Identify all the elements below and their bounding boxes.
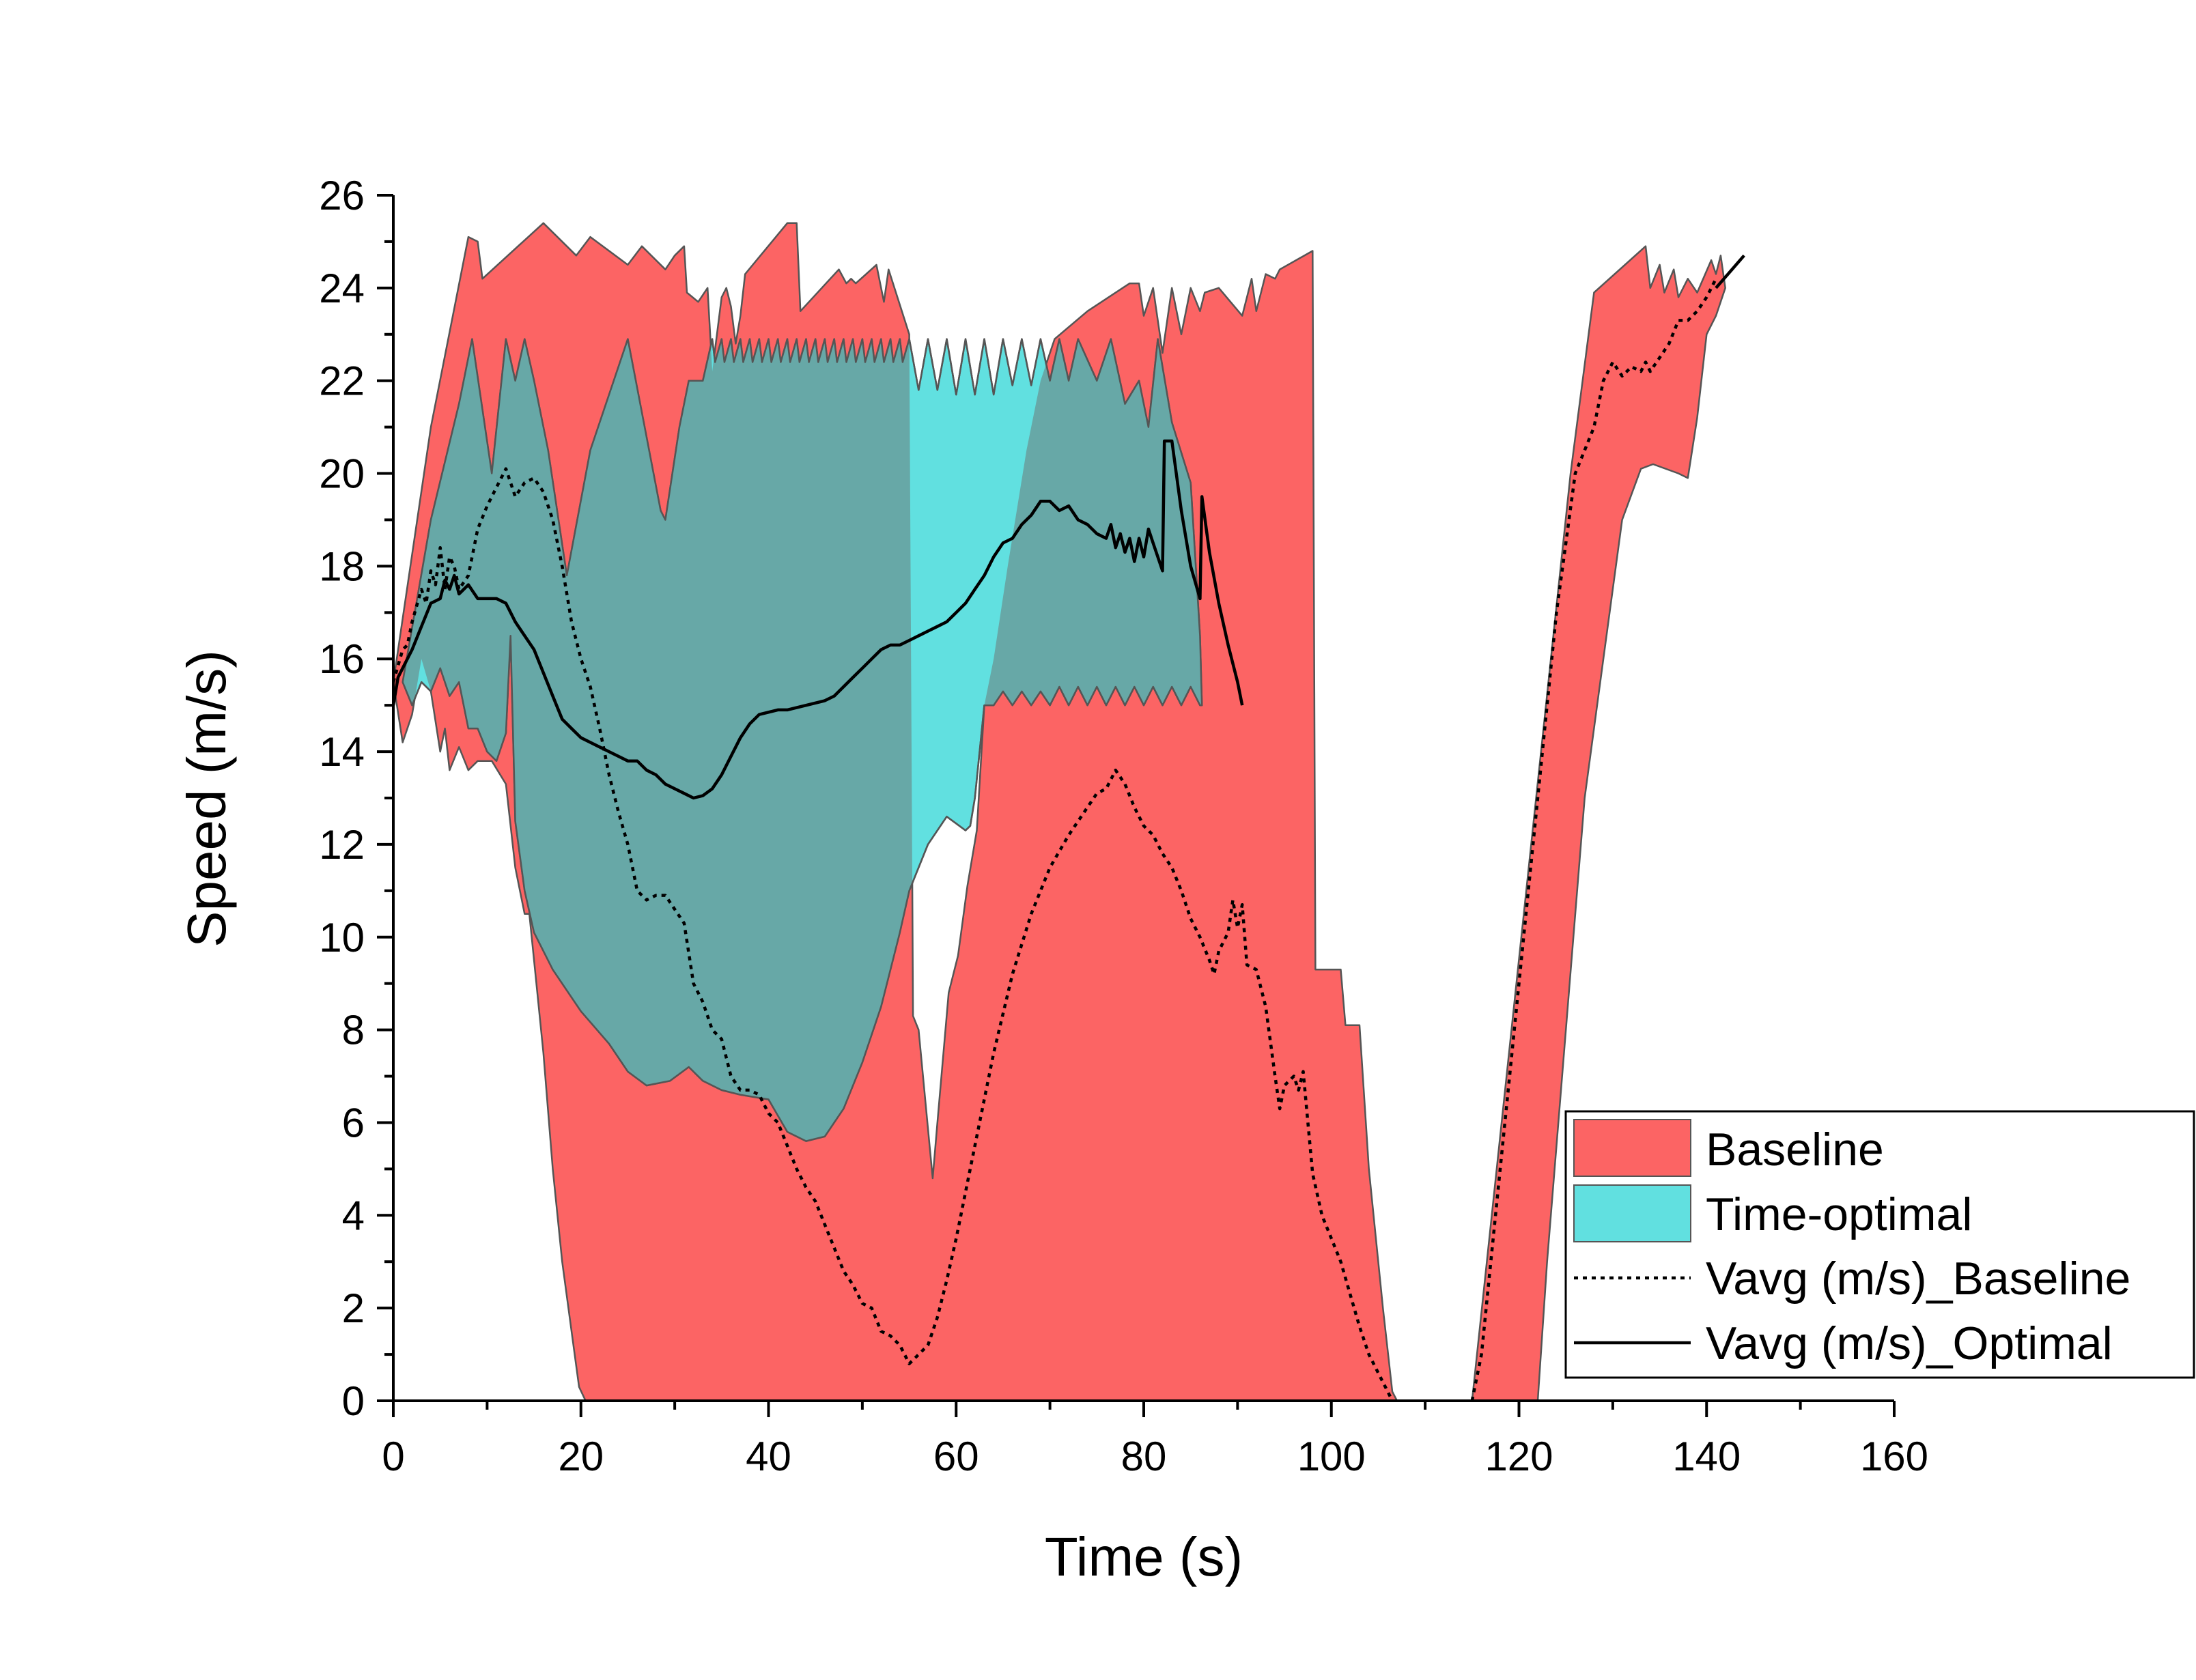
legend-label-vavg-baseline: Vavg (m/s)_Baseline: [1706, 1253, 2130, 1305]
y-tick-label: 10: [319, 915, 365, 960]
legend-swatch-baseline: [1573, 1119, 1691, 1177]
y-tick-label: 26: [319, 173, 365, 218]
legend-label-vavg-optimal: Vavg (m/s)_Optimal: [1706, 1318, 2113, 1369]
y-tick-label: 18: [319, 543, 365, 589]
y-tick-label: 0: [342, 1378, 365, 1424]
legend-label-baseline: Baseline: [1706, 1124, 1884, 1176]
time-optimal-band-edge-0: [402, 338, 1203, 1142]
y-tick-label: 14: [319, 729, 365, 775]
x-tick-label: 40: [746, 1434, 791, 1479]
x-tick-label: 0: [382, 1434, 404, 1479]
x-axis-title: Time (s): [1045, 1526, 1243, 1587]
legend-swatch-time-optimal: [1573, 1184, 1691, 1242]
x-tick-label: 100: [1297, 1434, 1366, 1479]
x-tick-label: 60: [933, 1434, 979, 1479]
x-tick-label: 160: [1860, 1434, 1928, 1479]
y-tick-label: 4: [342, 1193, 365, 1238]
y-tick-label: 6: [342, 1100, 365, 1145]
y-tick-label: 16: [319, 636, 365, 682]
y-tick-label: 20: [319, 451, 365, 497]
y-tick-label: 24: [319, 266, 365, 311]
y-axis-title: Speed (m/s): [176, 650, 237, 948]
vavg-baseline-line-0: [393, 467, 1394, 1401]
vavg-optimal-line-0: [393, 439, 1244, 800]
x-tick-label: 20: [558, 1434, 604, 1479]
vavg-baseline-line-1: [1470, 278, 1718, 1401]
legend-label-time-optimal: Time-optimal: [1706, 1188, 1972, 1240]
x-tick-label: 80: [1121, 1434, 1167, 1479]
vavg-optimal-line-1: [1715, 254, 1745, 289]
y-tick-label: 8: [342, 1008, 365, 1053]
x-tick-label: 140: [1672, 1434, 1741, 1479]
baseline-band-1: [1471, 245, 1726, 1401]
y-tick-label: 12: [319, 822, 365, 868]
y-tick-label: 22: [319, 358, 365, 404]
y-tick-label: 2: [342, 1285, 365, 1331]
legend: Baseline Time-optimal Vavg (m/s)_Baseline V…: [1564, 1110, 2195, 1379]
x-tick-label: 120: [1484, 1434, 1553, 1479]
